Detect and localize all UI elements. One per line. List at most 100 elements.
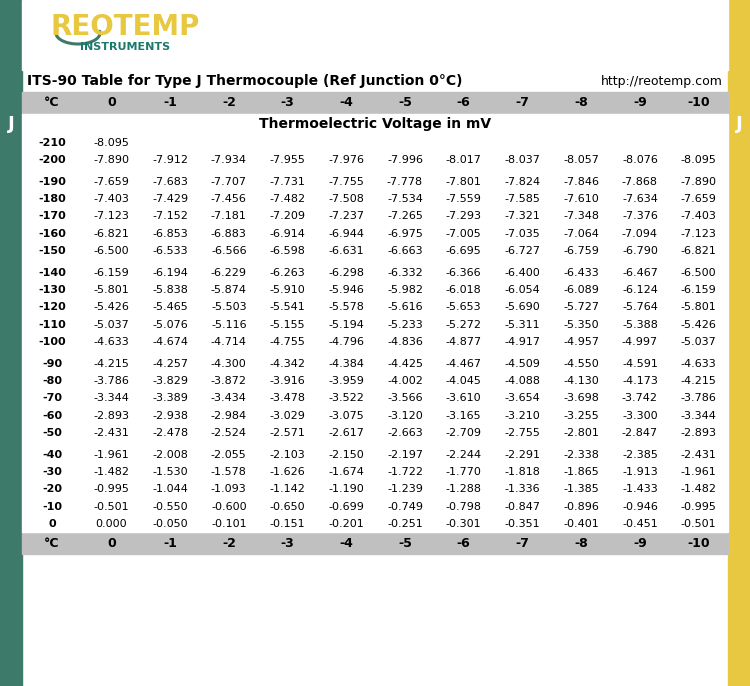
Text: -5.272: -5.272 <box>446 320 482 329</box>
Text: -190: -190 <box>38 177 66 187</box>
Text: -7.265: -7.265 <box>387 211 423 222</box>
Text: -4.633: -4.633 <box>94 337 129 347</box>
Text: -0.201: -0.201 <box>328 519 364 529</box>
Text: -4.384: -4.384 <box>328 359 364 369</box>
Text: -8.095: -8.095 <box>681 155 716 165</box>
Text: -6.433: -6.433 <box>563 268 599 278</box>
Text: -1.578: -1.578 <box>211 467 247 477</box>
Text: -1.674: -1.674 <box>328 467 364 477</box>
Text: -6.229: -6.229 <box>211 268 247 278</box>
Text: -7.955: -7.955 <box>269 155 305 165</box>
Text: -0.550: -0.550 <box>152 501 188 512</box>
Text: -7.508: -7.508 <box>328 194 364 204</box>
Text: -6.975: -6.975 <box>387 228 423 239</box>
Text: -20: -20 <box>42 484 62 495</box>
Text: -8.017: -8.017 <box>446 155 482 165</box>
Text: -4: -4 <box>339 97 353 110</box>
Text: -6.159: -6.159 <box>681 285 716 295</box>
Text: -1.482: -1.482 <box>681 484 717 495</box>
Text: -2.055: -2.055 <box>211 450 247 460</box>
Text: -4.002: -4.002 <box>387 376 423 386</box>
Text: -6.727: -6.727 <box>505 246 541 256</box>
Text: -40: -40 <box>42 450 62 460</box>
Text: -150: -150 <box>38 246 66 256</box>
Text: J: J <box>8 115 14 133</box>
Text: -2.984: -2.984 <box>211 411 247 421</box>
Text: -3.210: -3.210 <box>505 411 540 421</box>
Text: -1.626: -1.626 <box>270 467 305 477</box>
Text: -7.181: -7.181 <box>211 211 247 222</box>
Text: -3.389: -3.389 <box>152 393 188 403</box>
Text: -6.400: -6.400 <box>505 268 540 278</box>
Text: -5.426: -5.426 <box>681 320 716 329</box>
Text: -5.727: -5.727 <box>563 303 599 312</box>
Text: -7.482: -7.482 <box>269 194 305 204</box>
Text: -7.152: -7.152 <box>152 211 188 222</box>
Text: -5.616: -5.616 <box>387 303 423 312</box>
Text: -5.874: -5.874 <box>211 285 247 295</box>
Text: -6.695: -6.695 <box>446 246 482 256</box>
Text: -5.838: -5.838 <box>152 285 188 295</box>
Text: -2.338: -2.338 <box>563 450 599 460</box>
Text: -6.500: -6.500 <box>681 268 716 278</box>
Text: -5.801: -5.801 <box>94 285 129 295</box>
Text: -2.431: -2.431 <box>681 450 716 460</box>
Text: -0.946: -0.946 <box>622 501 658 512</box>
Text: °C: °C <box>44 97 60 110</box>
Text: -120: -120 <box>38 303 66 312</box>
Text: -5.233: -5.233 <box>387 320 423 329</box>
Text: -3.255: -3.255 <box>563 411 599 421</box>
Text: -2.617: -2.617 <box>328 428 364 438</box>
Text: -4.342: -4.342 <box>269 359 305 369</box>
Text: -0.251: -0.251 <box>387 519 423 529</box>
Text: -8.037: -8.037 <box>505 155 541 165</box>
Text: -7.755: -7.755 <box>328 177 364 187</box>
Text: -6.631: -6.631 <box>328 246 364 256</box>
Text: -7.403: -7.403 <box>94 194 129 204</box>
Text: -90: -90 <box>42 359 62 369</box>
Text: -3.522: -3.522 <box>328 393 364 403</box>
Text: -7.912: -7.912 <box>152 155 188 165</box>
Text: -30: -30 <box>42 467 62 477</box>
Text: -7.731: -7.731 <box>269 177 305 187</box>
Text: -3.698: -3.698 <box>563 393 599 403</box>
Text: -5.653: -5.653 <box>446 303 482 312</box>
Text: -4.257: -4.257 <box>152 359 188 369</box>
Text: -1: -1 <box>164 97 177 110</box>
Text: -7.976: -7.976 <box>328 155 364 165</box>
Text: -2.524: -2.524 <box>211 428 247 438</box>
Text: -1.336: -1.336 <box>505 484 540 495</box>
Text: -4.467: -4.467 <box>446 359 482 369</box>
Text: -4.877: -4.877 <box>446 337 482 347</box>
Text: -7.403: -7.403 <box>681 211 716 222</box>
Text: -4.045: -4.045 <box>446 376 482 386</box>
Text: -3.610: -3.610 <box>446 393 482 403</box>
Text: -0.501: -0.501 <box>681 519 716 529</box>
Text: -4.130: -4.130 <box>563 376 599 386</box>
Text: -7.209: -7.209 <box>269 211 305 222</box>
Text: -3.344: -3.344 <box>681 411 716 421</box>
Text: -6.663: -6.663 <box>387 246 423 256</box>
Bar <box>0 0 22 686</box>
Text: -1.433: -1.433 <box>622 484 658 495</box>
Text: -140: -140 <box>38 268 66 278</box>
Text: -2.847: -2.847 <box>622 428 658 438</box>
Text: -7.683: -7.683 <box>152 177 188 187</box>
Text: -6.298: -6.298 <box>328 268 364 278</box>
Text: -7.237: -7.237 <box>328 211 364 222</box>
Text: -4.088: -4.088 <box>505 376 541 386</box>
Text: -4.300: -4.300 <box>211 359 247 369</box>
Bar <box>728 0 750 686</box>
Text: -7.890: -7.890 <box>681 177 717 187</box>
Text: 0: 0 <box>107 97 116 110</box>
Text: -5.426: -5.426 <box>94 303 129 312</box>
Text: -7.801: -7.801 <box>446 177 482 187</box>
Text: -6.332: -6.332 <box>387 268 423 278</box>
Text: -4.674: -4.674 <box>152 337 188 347</box>
Text: -0.301: -0.301 <box>446 519 482 529</box>
Text: -8: -8 <box>574 537 588 550</box>
Text: -1.385: -1.385 <box>563 484 599 495</box>
Text: -0.749: -0.749 <box>387 501 423 512</box>
Text: -0.151: -0.151 <box>270 519 305 529</box>
Text: -7.659: -7.659 <box>94 177 129 187</box>
